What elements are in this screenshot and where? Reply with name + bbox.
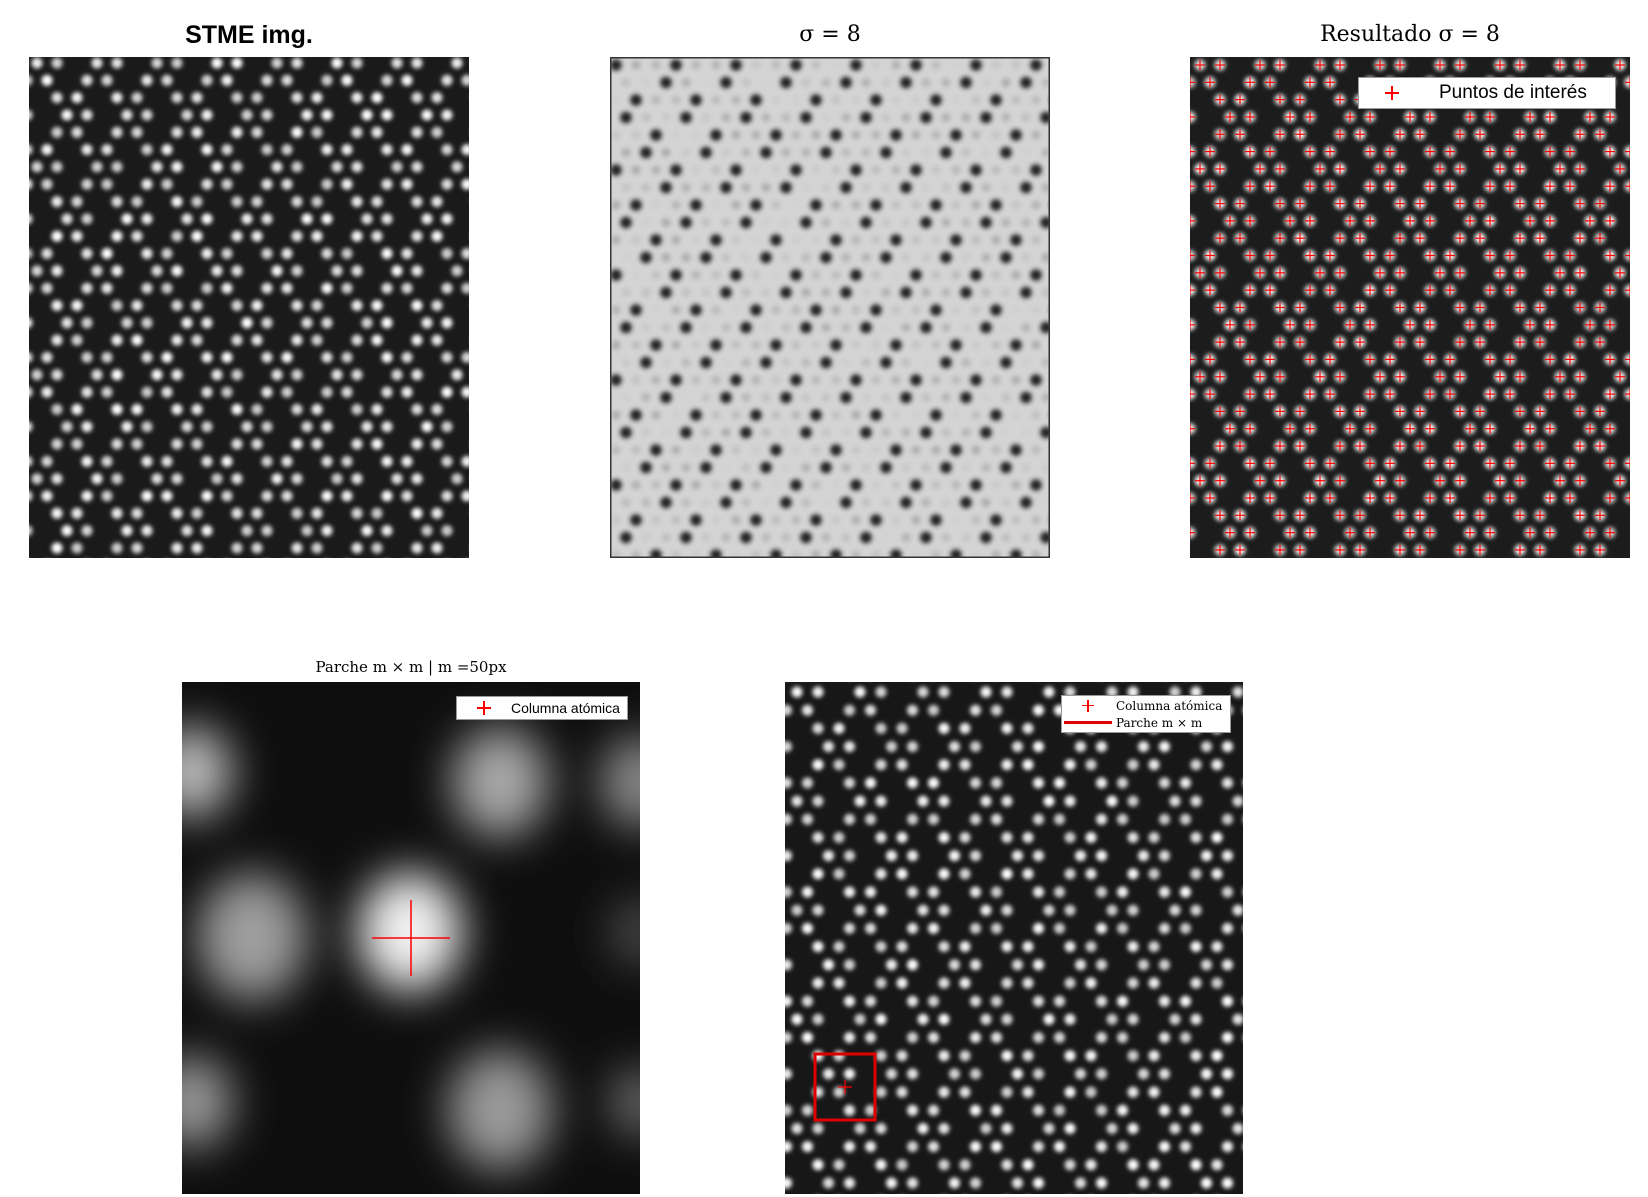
- line-marker-icon: [1064, 721, 1112, 724]
- stme-title: STME img.: [185, 21, 313, 49]
- result-legend-row: Puntos de interés: [1359, 82, 1615, 104]
- result-image: [1190, 57, 1630, 558]
- patch-legend: Columna atómica: [456, 696, 628, 720]
- stme-panel: STME img.: [29, 21, 469, 558]
- overview-legend-row-line: Parche m × m: [1062, 714, 1230, 731]
- patch-legend-row: Columna atómica: [457, 700, 627, 716]
- overview-panel: Columna atómica Parche m × m: [785, 682, 1243, 1194]
- result-title: Resultado σ = 8: [1320, 22, 1500, 47]
- sigma-panel: σ = 8: [610, 22, 1050, 558]
- sigma-image: [610, 57, 1050, 558]
- overview-legend-row-marker: Columna atómica: [1062, 697, 1230, 714]
- stme-image: [29, 57, 469, 558]
- patch-panel: Parche m × m | m =50px Columna atómica: [182, 658, 640, 1194]
- patch-legend-label: Columna atómica: [511, 700, 620, 716]
- result-legend: Puntos de interés: [1358, 77, 1616, 109]
- patch-image: [182, 682, 640, 1194]
- patch-title: Parche m × m | m =50px: [315, 658, 507, 676]
- sigma-title: σ = 8: [799, 22, 861, 47]
- result-panel: Resultado σ = 8 Puntos de interés: [1190, 22, 1630, 558]
- overview-image: [785, 682, 1243, 1194]
- overview-legend-line-label: Parche m × m: [1116, 715, 1203, 730]
- overview-legend: Columna atómica Parche m × m: [1061, 695, 1231, 733]
- plus-marker-icon: [477, 701, 491, 715]
- result-legend-label: Puntos de interés: [1439, 82, 1587, 103]
- plus-marker-icon: [1385, 86, 1399, 100]
- plus-marker-icon: [1082, 699, 1094, 712]
- overview-legend-marker-label: Columna atómica: [1116, 698, 1223, 713]
